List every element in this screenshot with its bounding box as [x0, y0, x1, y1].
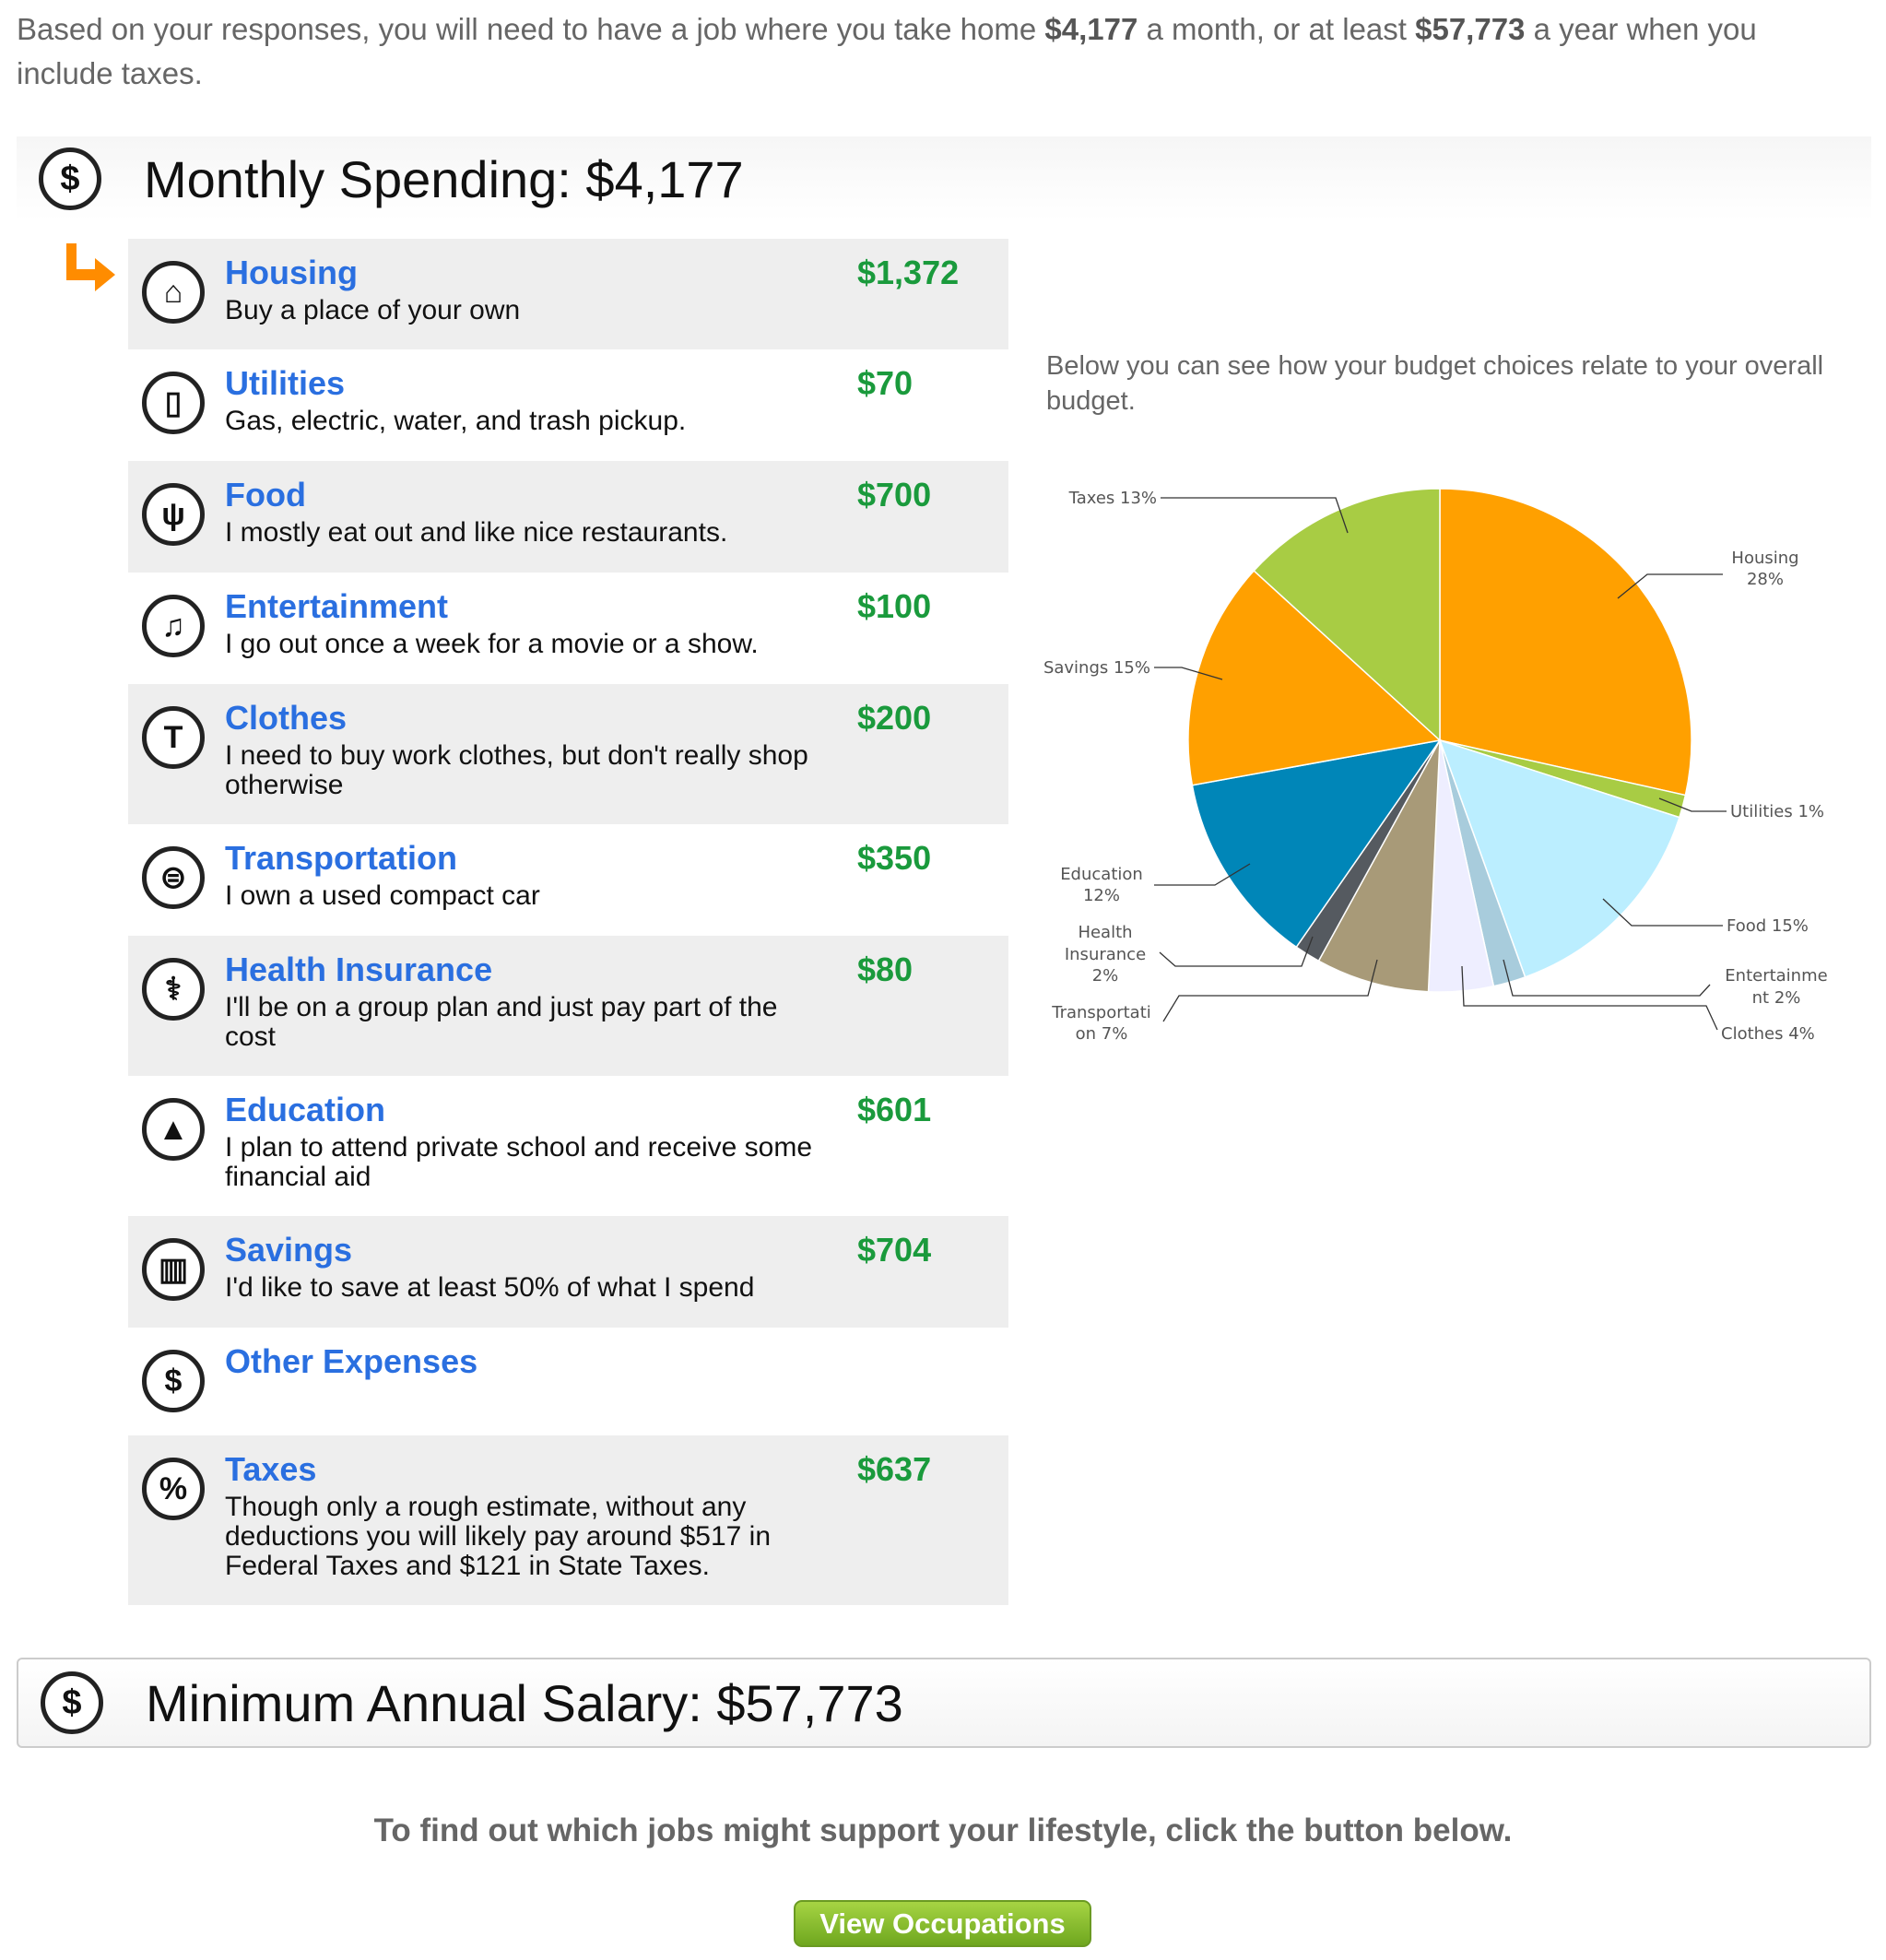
item-title[interactable]: Education [225, 1091, 386, 1128]
item-amount: $1,372 [857, 254, 960, 291]
item-amount: $70 [857, 364, 914, 402]
pie-label: nt 2% [1752, 988, 1801, 1008]
pie-label: Transportati [1051, 1003, 1151, 1022]
caduceus-icon: ⚕ [142, 958, 205, 1021]
pie-label: Housing [1731, 549, 1798, 568]
spending-item-savings[interactable]: ▥ Savings I'd like to save at least 50% … [128, 1216, 1008, 1328]
item-title[interactable]: Health Insurance [225, 950, 493, 988]
dollar-icon: $ [142, 1350, 205, 1412]
item-description: I'd like to save at least 50% of what I … [225, 1272, 755, 1303]
percent-icon: % [142, 1458, 205, 1520]
spending-item-other-expenses[interactable]: $ Other Expenses [128, 1328, 1008, 1435]
pie-label: Insurance [1065, 945, 1146, 964]
item-amount: $704 [857, 1231, 932, 1269]
pie-label: Taxes 13% [1068, 489, 1157, 508]
item-description: I own a used compact car [225, 880, 540, 911]
spending-item-housing[interactable]: ⌂ Housing Buy a place of your own $1,372 [128, 239, 1008, 349]
item-amount: $100 [857, 587, 932, 625]
item-description: I go out once a week for a movie or a sh… [225, 629, 759, 659]
spending-item-education[interactable]: ▲ Education I plan to attend private sch… [128, 1076, 1008, 1216]
leader-line [1159, 936, 1314, 967]
phone-icon: ▯ [142, 372, 205, 434]
intro-text: Based on your responses, you will need t… [17, 12, 1757, 90]
item-title[interactable]: Other Expenses [225, 1342, 478, 1380]
pie-label: Savings 15% [1043, 658, 1150, 678]
fork-knife-icon: ψ [142, 483, 205, 546]
spending-list: ⌂ Housing Buy a place of your own $1,372… [128, 239, 1008, 1605]
graduation-cap-icon: ▲ [142, 1098, 205, 1161]
monthly-spending-title: Monthly Spending: $4,177 [144, 149, 744, 208]
tshirt-icon: T [142, 706, 205, 769]
leader-line [1658, 797, 1727, 812]
pie-label: Clothes 4% [1721, 1024, 1815, 1044]
item-description: I mostly eat out and like nice restauran… [225, 517, 728, 548]
item-title[interactable]: Food [225, 476, 306, 514]
item-title[interactable]: Clothes [225, 699, 348, 737]
leader-line [1154, 863, 1251, 886]
pie-label: Food 15% [1727, 916, 1809, 936]
item-title[interactable]: Utilities [225, 364, 346, 402]
spending-item-health-insurance[interactable]: ⚕ Health Insurance I'll be on a group pl… [128, 936, 1008, 1076]
item-title[interactable]: Transportation [225, 839, 458, 877]
dollar-icon: $ [41, 1671, 103, 1734]
pie-slice-taxes [1253, 488, 1441, 742]
item-title[interactable]: Entertainment [225, 587, 449, 625]
item-description: I plan to attend private school and rece… [225, 1132, 813, 1192]
pie-label: Health [1078, 923, 1132, 942]
leader-line [1162, 959, 1378, 1022]
budget-pie-chart: Housing 28% Utilities 1% Food 15% Entertainm… [1043, 488, 1828, 1044]
pie-slice-savings [1187, 569, 1442, 786]
spending-item-entertainment[interactable]: ♫ Entertainment I go out once a week for… [128, 573, 1008, 684]
view-occupations-button[interactable]: View Occupations [794, 1900, 1091, 1947]
item-description: Though only a rough estimate, without an… [225, 1492, 772, 1581]
item-amount: $200 [857, 699, 932, 737]
pie-label: 2% [1092, 966, 1119, 986]
spending-item-food[interactable]: ψ Food I mostly eat out and like nice re… [128, 461, 1008, 573]
leader-line [1161, 497, 1349, 534]
item-title[interactable]: Housing [225, 254, 358, 291]
spending-item-transportation[interactable]: ⊜ Transportation I own a used compact ca… [128, 824, 1008, 936]
item-amount: $700 [857, 476, 932, 514]
pie-label: Utilities 1% [1730, 802, 1824, 821]
annual-amount: $57,773 [1415, 12, 1526, 46]
monthly-spending-header: $ Monthly Spending: $4,177 [17, 136, 1871, 221]
item-amount: $637 [857, 1450, 932, 1488]
minimum-salary-title: Minimum Annual Salary: $57,773 [146, 1673, 903, 1732]
cta-text: To find out which jobs might support you… [373, 1812, 1513, 1848]
item-amount: $80 [857, 950, 914, 988]
selected-arrow-icon [66, 243, 115, 291]
item-description: I'll be on a group plan and just pay par… [225, 992, 778, 1052]
leader-line [1503, 959, 1711, 997]
spending-item-clothes[interactable]: T Clothes I need to buy work clothes, bu… [128, 684, 1008, 824]
dollar-icon: $ [39, 148, 101, 210]
car-icon: ⊜ [142, 846, 205, 909]
leader-line [1461, 965, 1718, 1031]
spending-item-taxes[interactable]: % Taxes Though only a rough estimate, wi… [128, 1435, 1008, 1605]
item-title[interactable]: Taxes [225, 1450, 317, 1488]
bar-chart-icon: ▥ [142, 1238, 205, 1301]
chart-note: Below you can see how your budget choice… [1046, 351, 1824, 416]
pie-label: 28% [1747, 570, 1784, 589]
house-icon: ⌂ [142, 261, 205, 324]
pie-label: Entertainme [1725, 966, 1827, 986]
leader-line [1154, 667, 1223, 680]
minimum-salary-header: $ Minimum Annual Salary: $57,773 [17, 1658, 1871, 1748]
pie-label: 12% [1083, 886, 1120, 905]
item-title[interactable]: Savings [225, 1231, 353, 1269]
pie-label: Education [1060, 865, 1143, 884]
pie-label: on 7% [1076, 1024, 1128, 1044]
item-description: Gas, electric, water, and trash pickup. [225, 406, 687, 436]
item-amount: $350 [857, 839, 932, 877]
item-amount: $601 [857, 1091, 932, 1128]
item-description: I need to buy work clothes, but don't re… [225, 740, 808, 800]
monthly-amount: $4,177 [1044, 12, 1138, 46]
spending-item-utilities[interactable]: ▯ Utilities Gas, electric, water, and tr… [128, 349, 1008, 461]
leader-line [1617, 573, 1723, 599]
item-description: Buy a place of your own [225, 295, 521, 325]
music-note-icon: ♫ [142, 595, 205, 657]
leader-line [1602, 898, 1723, 927]
